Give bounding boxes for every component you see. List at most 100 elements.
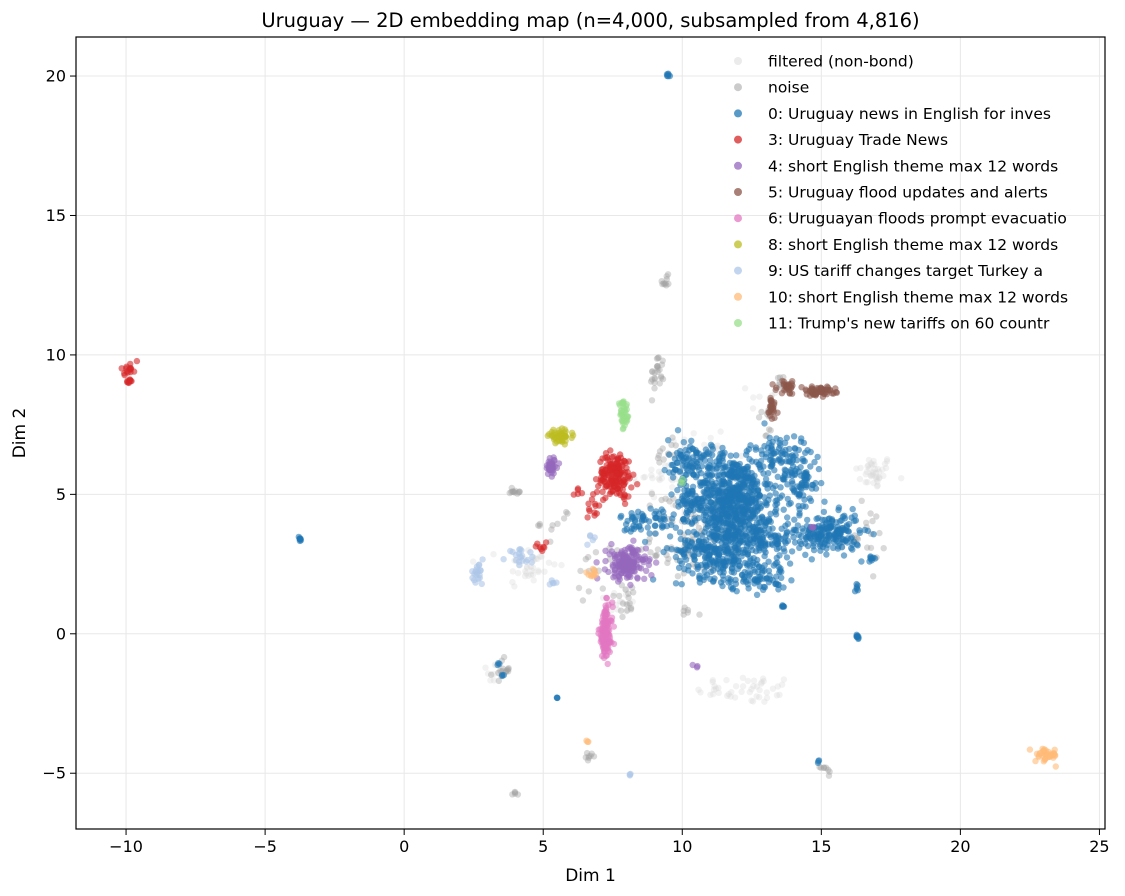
data-point xyxy=(675,564,683,571)
data-point xyxy=(575,584,583,592)
legend-label: filtered (non-bond) xyxy=(768,53,914,71)
data-point xyxy=(867,544,875,552)
data-point xyxy=(696,579,704,586)
data-point xyxy=(769,576,776,584)
data-point xyxy=(747,442,754,449)
data-point xyxy=(814,453,821,461)
data-point xyxy=(768,442,775,449)
data-point xyxy=(548,526,555,533)
data-point xyxy=(627,528,634,535)
legend-label: noise xyxy=(768,79,809,97)
data-point xyxy=(776,691,783,698)
data-point xyxy=(746,456,753,463)
data-point xyxy=(771,532,779,539)
data-point xyxy=(622,521,630,528)
data-point xyxy=(864,479,871,486)
data-point xyxy=(650,494,658,501)
legend-marker xyxy=(734,266,742,275)
legend-marker xyxy=(734,214,742,223)
data-point xyxy=(810,546,818,554)
data-point xyxy=(642,545,650,552)
data-point xyxy=(516,553,523,560)
data-point xyxy=(750,683,757,690)
grid-lines xyxy=(76,37,1105,829)
data-point xyxy=(658,278,665,285)
data-point xyxy=(817,764,825,771)
data-point xyxy=(825,534,832,541)
data-point xyxy=(515,489,522,496)
data-point xyxy=(780,584,787,591)
data-point xyxy=(523,558,530,565)
data-point xyxy=(680,498,687,505)
data-point xyxy=(680,439,687,446)
data-point xyxy=(733,452,740,459)
data-point xyxy=(790,534,797,541)
data-point xyxy=(511,789,519,796)
data-point xyxy=(622,608,630,615)
data-point xyxy=(867,472,874,479)
data-point xyxy=(707,514,714,522)
data-point xyxy=(603,594,610,602)
data-point xyxy=(727,452,734,459)
data-point xyxy=(869,470,876,477)
data-point xyxy=(127,360,134,368)
data-point xyxy=(864,463,871,470)
data-point xyxy=(705,471,713,478)
data-point xyxy=(657,373,665,380)
data-point xyxy=(734,530,741,538)
data-point xyxy=(665,555,672,563)
data-point xyxy=(628,484,635,491)
legend-marker xyxy=(734,57,742,65)
data-point xyxy=(723,495,731,502)
data-point xyxy=(652,530,659,537)
data-point xyxy=(656,448,664,455)
data-point xyxy=(822,764,830,771)
data-point xyxy=(691,517,699,524)
data-point xyxy=(778,535,785,543)
data-point xyxy=(588,496,596,503)
data-point xyxy=(614,606,621,613)
data-point xyxy=(666,498,673,505)
data-point xyxy=(775,581,782,588)
data-point xyxy=(800,439,808,447)
data-point xyxy=(773,506,780,513)
data-point xyxy=(658,496,665,504)
data-point xyxy=(610,623,617,630)
data-point xyxy=(495,677,502,685)
data-point xyxy=(648,489,655,496)
data-point xyxy=(611,553,619,560)
data-point xyxy=(636,564,643,571)
legend-marker xyxy=(734,319,742,327)
data-point xyxy=(723,676,730,684)
data-point xyxy=(826,768,833,775)
data-point xyxy=(727,475,734,483)
data-point xyxy=(672,524,679,531)
data-point xyxy=(879,466,886,473)
data-point xyxy=(607,469,615,477)
data-point xyxy=(842,537,849,544)
legend-label: 6: Uruguayan floods prompt evacuatio xyxy=(768,210,1067,228)
data-point xyxy=(514,791,522,798)
plot-frame xyxy=(75,36,1106,830)
data-point xyxy=(823,551,830,558)
data-point xyxy=(664,559,671,567)
data-point xyxy=(770,562,777,569)
data-point xyxy=(654,362,661,370)
data-point xyxy=(624,474,632,481)
data-point xyxy=(756,694,763,701)
data-point xyxy=(674,486,681,494)
data-point xyxy=(765,470,772,477)
data-point xyxy=(800,528,807,535)
data-point xyxy=(870,479,877,487)
data-point xyxy=(854,542,861,549)
data-point xyxy=(725,550,732,557)
data-point xyxy=(749,512,757,520)
data-point xyxy=(743,505,750,512)
data-point xyxy=(830,544,837,551)
data-point xyxy=(585,553,592,561)
data-point xyxy=(653,363,661,370)
data-point xyxy=(709,677,716,684)
data-point xyxy=(607,464,614,472)
data-point xyxy=(659,280,666,288)
data-point xyxy=(654,368,661,375)
